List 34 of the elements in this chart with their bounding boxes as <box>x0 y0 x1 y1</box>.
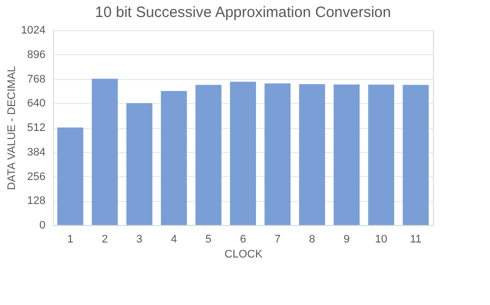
y-tick-label: 1024 <box>21 24 46 36</box>
x-tick-label: 8 <box>309 234 316 246</box>
y-tick-label: 768 <box>27 73 46 86</box>
x-tick-label: 11 <box>410 234 422 246</box>
x-tick-label: 2 <box>102 234 108 246</box>
bar <box>92 78 118 225</box>
bar <box>230 82 256 225</box>
x-tick-label: 6 <box>240 234 246 246</box>
x-tick-label: 9 <box>344 234 350 246</box>
x-tick-label: 1 <box>67 234 74 246</box>
x-tick-label: 7 <box>274 234 281 246</box>
bar <box>195 84 222 225</box>
x-tick-label: 10 <box>375 234 388 246</box>
y-tick-label: 512 <box>27 122 46 134</box>
x-axis-title: CLOCK <box>224 248 264 260</box>
bar <box>299 84 326 225</box>
y-tick-label: 640 <box>27 98 46 110</box>
y-tick-label: 384 <box>27 146 46 158</box>
y-tick-label: 0 <box>39 220 46 232</box>
y-axis-title: DATA VALUE - DECIMAL <box>6 66 18 190</box>
y-tick-label: 128 <box>27 195 46 208</box>
x-tick-label: 4 <box>170 234 177 246</box>
bar <box>334 84 360 225</box>
bar <box>368 84 394 225</box>
bar <box>57 128 84 225</box>
bar <box>402 84 429 225</box>
y-tick-label: 896 <box>27 48 46 61</box>
chart-title: 10 bit Successive Approximation Conversion <box>95 4 391 21</box>
bar <box>264 83 291 225</box>
bar <box>160 90 187 225</box>
y-tick-label: 256 <box>27 170 46 183</box>
bar <box>126 103 152 225</box>
x-tick-label: 3 <box>136 234 142 246</box>
x-tick-label: 5 <box>205 234 212 246</box>
